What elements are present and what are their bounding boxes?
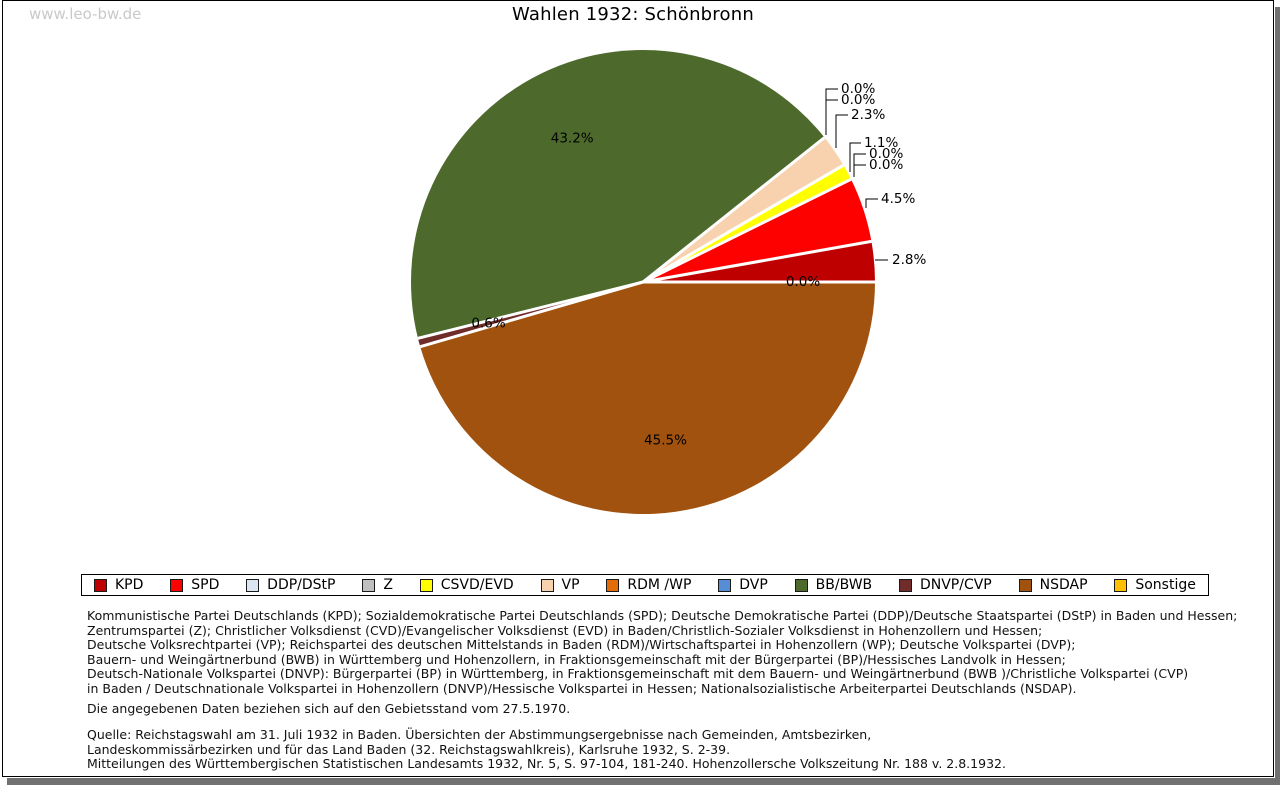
legend-label: Sonstige (1135, 577, 1196, 593)
legend-swatch-sonstige (1114, 578, 1128, 592)
chart-frame: www.leo-bw.de Wahlen 1932: Schönbronn 0.… (2, 0, 1274, 777)
pie-slice-bb (411, 50, 825, 339)
slice-label-z: 0.0% (869, 157, 903, 173)
leader-line-csvd (849, 142, 861, 172)
slice-label-csvd: 1.1% (864, 135, 898, 151)
legend-item-bb-bwb: BB/BWB (794, 577, 873, 593)
territorial-status-note: Die angegebenen Daten beziehen sich auf … (87, 701, 571, 716)
party-abbreviations-note: Kommunistische Partei Deutschlands (KPD)… (87, 608, 1238, 697)
legend: KPD SPD DDP/DStP Z CSVD/EVD VP (81, 574, 1209, 596)
legend-label: VP (561, 577, 580, 593)
legend-label: RDM /WP (627, 577, 692, 593)
slice-label-nsdap: 45.5% (644, 432, 687, 448)
leader-line-spd (865, 198, 878, 208)
legend-item-z: Z (362, 577, 393, 593)
source-line: Quelle: Reichstagswahl am 31. Juli 1932 … (87, 727, 872, 742)
legend-item-kpd: KPD (94, 577, 143, 593)
legend-label: BB/BWB (815, 577, 873, 593)
frame-shadow-bottom (7, 778, 1280, 785)
slice-label-rdm: 0.0% (841, 81, 875, 97)
note-line: Deutsche Volksrechtpartei (VP); Reichspa… (87, 637, 1076, 653)
slice-label-sonstige: 0.0% (786, 274, 820, 290)
legend-label: KPD (115, 577, 144, 593)
legend-label: SPD (191, 577, 220, 593)
legend-label: DVP (739, 577, 768, 593)
legend-item-vp: VP (540, 577, 580, 593)
slice-separator (642, 239, 872, 284)
legend-item-dvp: DVP (718, 577, 768, 593)
slice-label-vp: 2.3% (851, 107, 885, 123)
legend-swatch-rdm-wp (606, 578, 620, 592)
legend-swatch-vp (540, 578, 554, 592)
slice-label-ddp: 0.0% (869, 146, 903, 162)
slice-label-dnvp: 0.6% (471, 316, 505, 332)
slice-separator (642, 177, 852, 284)
source-line: Mitteilungen des Württembergischen Stati… (87, 756, 1006, 772)
legend-label: DDP/DStP (267, 577, 336, 593)
note-line: Kommunistische Partei Deutschlands (KPD)… (87, 608, 1238, 623)
pie-slice-spd (643, 179, 872, 282)
source-line: Landeskommissärbezirken und für das Land… (87, 741, 731, 757)
pie-slice-vp (643, 137, 844, 282)
slice-label-dvp: 0.0% (841, 92, 875, 108)
legend-item-nsdap: NSDAP (1018, 577, 1088, 593)
legend-label: Z (383, 577, 393, 593)
pie-chart: 0.0%0.0%2.3%1.1%0.0%0.0%4.5%2.8%43.2%0.6… (411, 50, 926, 515)
leader-line-vp (835, 114, 848, 148)
legend-label: CSVD/EVD (440, 577, 514, 593)
slice-label-spd: 4.5% (881, 191, 915, 207)
legend-item-spd: SPD (170, 577, 219, 593)
frame-shadow-right (1275, 7, 1280, 785)
note-line: Deutsch-Nationale Volkspartei (DNVP): Bü… (87, 666, 1189, 682)
legend-swatch-spd (170, 578, 184, 592)
slice-separator (419, 280, 644, 349)
legend-item-dnvp-cvp: DNVP/CVP (898, 577, 992, 593)
slice-separator (642, 163, 845, 284)
legend-label: DNVP/CVP (919, 577, 992, 593)
slice-label-bb: 43.2% (551, 131, 594, 147)
slice-label-kpd: 2.8% (892, 252, 926, 268)
leader-line-ddp (853, 153, 866, 177)
slice-separator (642, 136, 826, 284)
legend-item-sonstige: Sonstige (1114, 577, 1196, 593)
legend-item-rdm-wp: RDM /WP (606, 577, 691, 593)
note-line: in Baden / Deutschnationale Volkspartei … (87, 680, 1077, 696)
legend-swatch-bb-bwb (794, 578, 808, 592)
leader-line-rdm (825, 88, 838, 135)
legend-swatch-dnvp-cvp (898, 578, 912, 592)
legend-swatch-z (362, 578, 376, 592)
legend-swatch-nsdap (1018, 578, 1032, 592)
legend-swatch-csvd-evd (419, 578, 433, 592)
note-line: Bauern- und Weingärtnerbund (BWB) in Wür… (87, 651, 1066, 667)
watermark: www.leo-bw.de (29, 5, 142, 23)
note-line: Zentrumspartei (Z); Christlicher Volksdi… (87, 622, 1043, 638)
legend-item-csvd-evd: CSVD/EVD (419, 577, 514, 593)
legend-swatch-kpd (94, 578, 107, 592)
legend-swatch-ddp-dstp (246, 578, 260, 592)
legend-item-ddp-dstp: DDP/DStP (246, 577, 336, 593)
source-note: Quelle: Reichstagswahl am 31. Juli 1932 … (87, 727, 1006, 772)
legend-swatch-dvp (718, 578, 732, 592)
page-title: Wahlen 1932: Schönbronn (512, 4, 754, 25)
pie-slice-nsdap (420, 282, 875, 515)
legend-label: NSDAP (1039, 577, 1088, 593)
